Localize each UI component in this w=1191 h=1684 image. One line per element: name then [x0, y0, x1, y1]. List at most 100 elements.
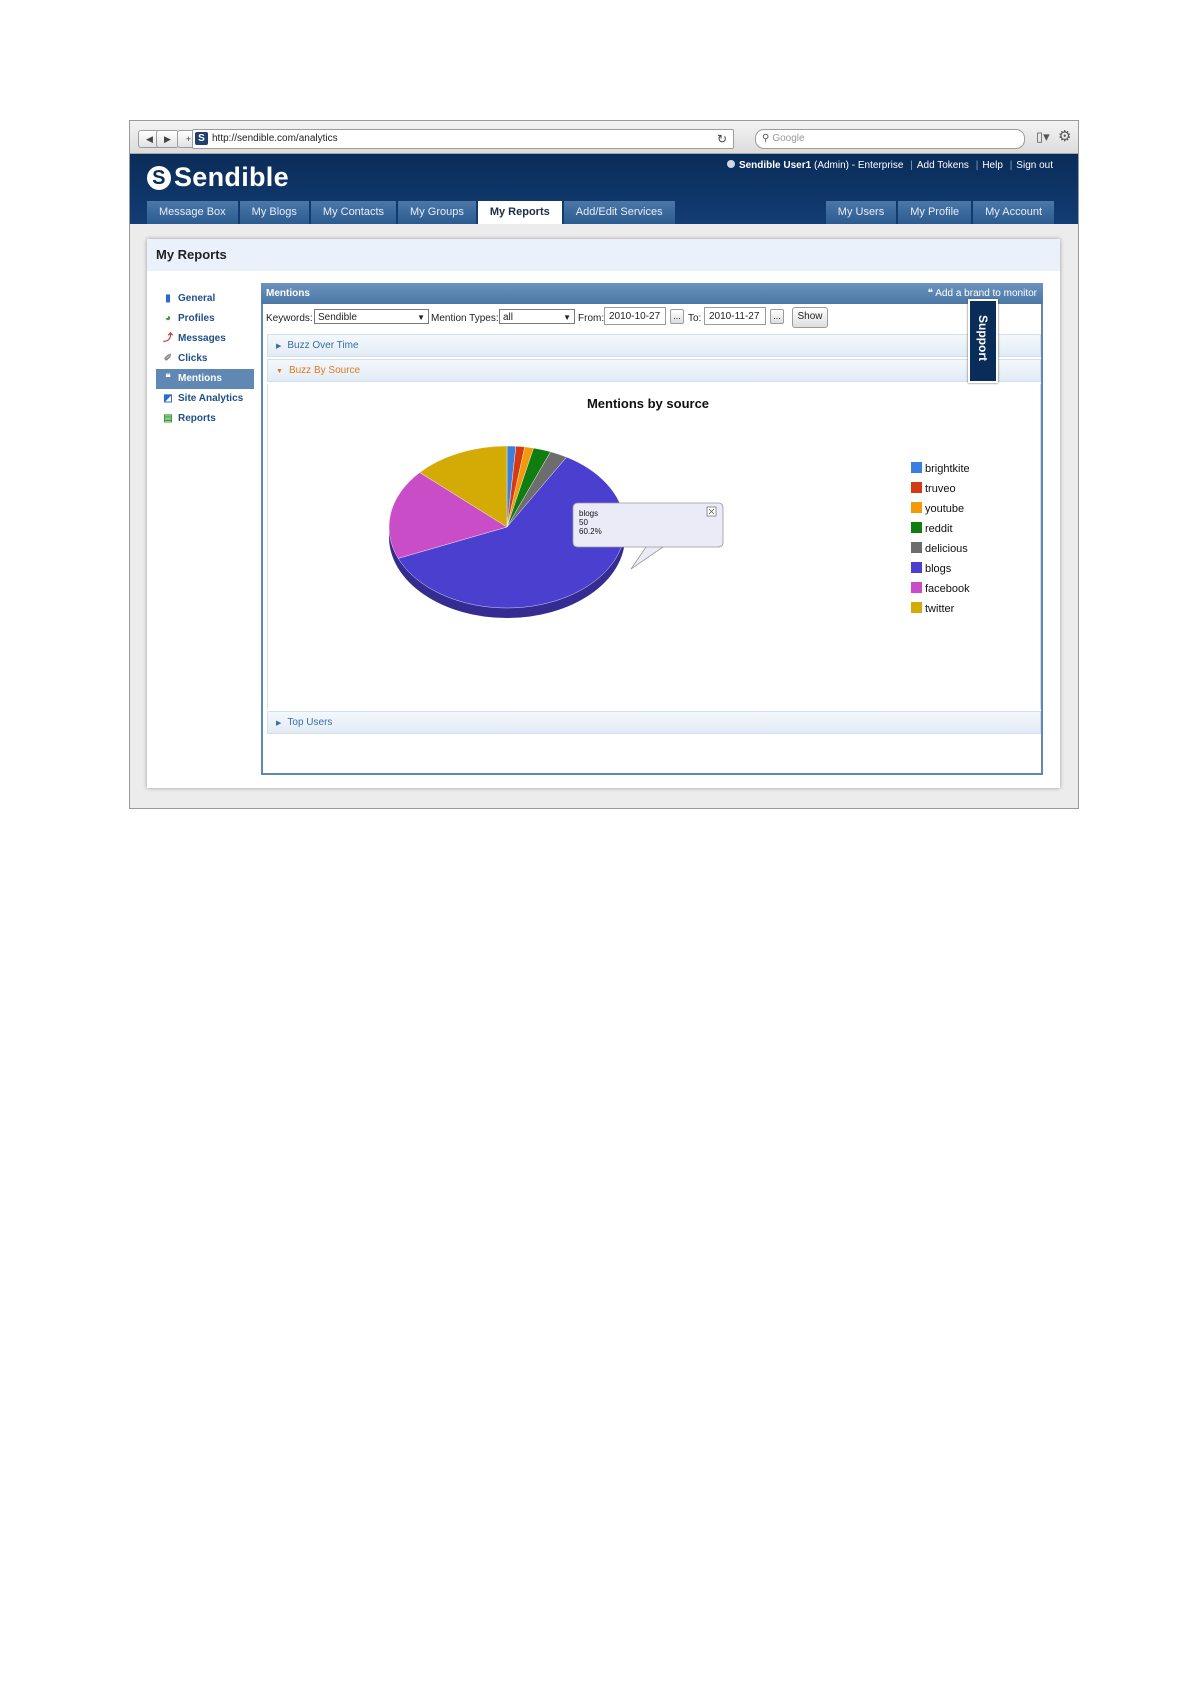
legend-swatch-truveo [911, 482, 922, 493]
account-links: Sendible User1 (Admin) - Enterprise | Add… [726, 160, 1053, 171]
sidebar-item-label: Mentions [178, 373, 222, 384]
legend-swatch-twitter [911, 602, 922, 613]
legend-label-youtube: youtube [925, 503, 964, 515]
pie-slice-twitter[interactable] [419, 445, 508, 528]
legend-swatch-reddit [911, 522, 922, 533]
sidebar-item-general[interactable]: ▮ General [156, 289, 254, 309]
site-header: S Sendible Sendible User1 (Admin) - Enter… [130, 154, 1078, 224]
search-input[interactable]: ⚲ Google [755, 129, 1025, 149]
mention-types-value: all [503, 312, 514, 323]
keywords-value: Sendible [318, 312, 357, 323]
show-button[interactable]: Show [792, 307, 828, 328]
add-brand-link[interactable]: ❝ Add a brand to monitor [928, 283, 1037, 304]
section-buzz-by-source[interactable]: ▼ Buzz By Source [267, 359, 1041, 382]
tab-my-reports[interactable]: My Reports [477, 201, 562, 224]
gear-icon[interactable]: ⚙ [1058, 128, 1072, 145]
user-role: (Admin) [813, 160, 849, 171]
legend-label-facebook: facebook [925, 583, 970, 595]
forward-button[interactable]: ▶ [156, 130, 179, 148]
cursor-icon: ✐ [163, 353, 173, 364]
tooltip-value: 50 [579, 518, 588, 527]
user-name: Sendible User1 [738, 160, 812, 171]
section-label: Top Users [287, 717, 333, 728]
section-top-users[interactable]: ▶ Top Users [267, 711, 1041, 734]
main-nav: Message Box My Blogs My Contacts My Grou… [147, 201, 677, 224]
sidebar-item-label: General [178, 293, 216, 304]
legend-label-truveo: truveo [925, 483, 956, 495]
section-buzz-over-time[interactable]: ▶ Buzz Over Time [267, 334, 1041, 357]
sign-out-link[interactable]: Sign out [1016, 160, 1053, 171]
reports-sidebar: ▮ General ◕ Profiles ⤴ Messages ✐ Clicks ❝ Me… [156, 289, 254, 429]
logo[interactable]: S Sendible [147, 162, 289, 193]
to-date-picker-button[interactable]: ... [770, 309, 784, 324]
report-icon: ▤ [163, 413, 173, 424]
mentions-widget: Mentions ❝ Add a brand to monitor Keywor… [261, 283, 1043, 775]
help-link[interactable]: Help [982, 160, 1003, 171]
tab-my-profile[interactable]: My Profile [898, 201, 972, 224]
tooltip-label: blogs [579, 509, 598, 518]
tab-my-contacts[interactable]: My Contacts [310, 201, 397, 224]
legend-swatch-youtube [911, 502, 922, 513]
sidebar-item-mentions[interactable]: ❝ Mentions [156, 369, 254, 389]
section-label: Buzz Over Time [287, 340, 359, 351]
legend-swatch-brightkite [911, 462, 922, 473]
legend-label-delicious: delicious [925, 543, 968, 555]
from-date-picker-button[interactable]: ... [670, 309, 684, 324]
from-label: From: [578, 313, 605, 324]
legend-label-brightkite: brightkite [925, 463, 970, 475]
sidebar-item-reports[interactable]: ▤ Reports [156, 409, 254, 429]
buzz-by-source-chart: Mentions by source brightkite truveo youtu… [267, 384, 1041, 709]
legend-label-blogs: blogs [925, 563, 952, 575]
content-area: My Reports ▮ General ◕ Profiles ⤴ Messages … [130, 224, 1078, 808]
tooltip-percent: 60.2% [579, 527, 602, 536]
trend-icon: ⤴ [163, 333, 173, 344]
legend-swatch-delicious [911, 542, 922, 553]
sidebar-item-label: Site Analytics [178, 393, 244, 404]
tab-message-box[interactable]: Message Box [147, 201, 238, 224]
pie-icon: ◕ [164, 313, 172, 324]
pie-slices [388, 445, 626, 609]
chart-legend: brightkite truveo youtube reddit delicious bl… [911, 462, 970, 615]
tab-my-groups[interactable]: My Groups [398, 201, 476, 224]
tab-my-users[interactable]: My Users [825, 201, 897, 224]
logo-mark-icon: S [147, 166, 171, 190]
mentions-header: Mentions ❝ Add a brand to monitor [261, 283, 1043, 304]
chart-title: Mentions by source [587, 396, 709, 411]
page-menu-icon[interactable]: ▯▾ [1036, 129, 1050, 144]
logo-text: Sendible [174, 162, 289, 192]
to-date-field[interactable]: 2010-11-27 [704, 307, 766, 325]
chevron-down-icon: ▼ [276, 368, 283, 375]
sidebar-item-label: Profiles [178, 313, 215, 324]
sidebar-item-site-analytics[interactable]: ◩ Site Analytics [156, 389, 254, 409]
section-label: Buzz By Source [288, 365, 361, 376]
reload-icon[interactable]: ↻ [716, 132, 727, 146]
tooltip-box [572, 502, 724, 570]
pie-slice-facebook[interactable] [388, 472, 508, 559]
legend-label-twitter: twitter [925, 603, 955, 615]
plan-name: - Enterprise [851, 160, 904, 171]
from-date-field[interactable]: 2010-10-27 [604, 307, 666, 325]
support-tab[interactable]: Support [968, 299, 998, 383]
keywords-select[interactable]: Sendible ▼ [314, 309, 429, 324]
speech-icon: ❝ [165, 373, 171, 384]
tab-my-account[interactable]: My Account [973, 201, 1054, 224]
to-label: To: [688, 313, 702, 324]
chevron-right-icon: ▶ [276, 720, 282, 727]
add-brand-label: Add a brand to monitor [935, 288, 1037, 299]
sidebar-item-messages[interactable]: ⤴ Messages [156, 329, 254, 349]
page-title: My Reports [147, 239, 1060, 271]
legend-swatch-blogs [911, 562, 922, 573]
sidebar-item-profiles[interactable]: ◕ Profiles [156, 309, 254, 329]
tab-add-edit-services[interactable]: Add/Edit Services [563, 201, 675, 224]
mention-types-select[interactable]: all ▼ [499, 309, 575, 324]
sidebar-item-clicks[interactable]: ✐ Clicks [156, 349, 254, 369]
tab-my-blogs[interactable]: My Blogs [239, 201, 309, 224]
mentions-title: Mentions [266, 288, 310, 299]
pie-slice-blogs[interactable] [397, 456, 626, 609]
add-tokens-link[interactable]: Add Tokens [916, 160, 969, 171]
support-label: Support [976, 315, 990, 361]
legend-swatch-facebook [911, 582, 922, 593]
